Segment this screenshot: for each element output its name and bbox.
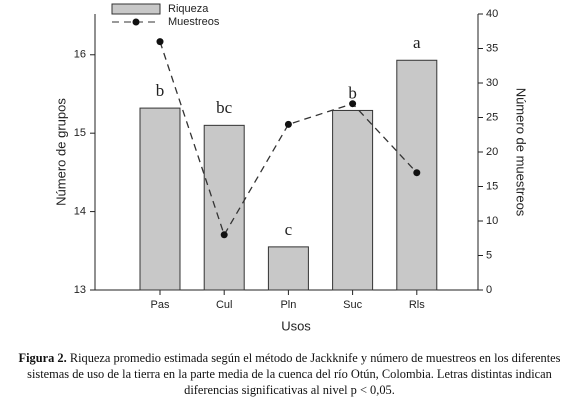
y2-tick-label: 15 (486, 180, 498, 192)
y2-tick-label: 35 (486, 42, 498, 54)
x-tick-label: Suc (343, 299, 362, 311)
x-tick-label: Rls (409, 299, 425, 311)
caption: Figura 2. Riqueza promedio estimada segú… (4, 350, 575, 398)
x-tick-label: Pas (151, 299, 170, 311)
y2-tick-label: 10 (486, 215, 498, 227)
significance-letter: b (348, 83, 357, 102)
y2-tick-label: 0 (486, 284, 492, 296)
x-tick-label: Cul (216, 299, 233, 311)
line-point (220, 231, 228, 239)
y2-axis-label: Número de muestreos (514, 88, 529, 217)
bar (332, 109, 374, 291)
bar (267, 246, 309, 291)
y-axis-label: Número de grupos (53, 98, 68, 206)
line-point (349, 100, 357, 108)
line-point (156, 38, 164, 46)
bar (203, 124, 245, 291)
y2-tick-label: 5 (486, 249, 492, 261)
y-tick-label: 16 (74, 49, 86, 61)
x-axis-label: Usos (281, 318, 311, 333)
significance-letter: bc (216, 98, 233, 117)
significance-letter: a (413, 33, 421, 52)
significance-letter: c (285, 220, 293, 239)
legend-label: Muestreos (168, 16, 220, 28)
y-tick-label: 13 (74, 284, 86, 296)
x-tick-label: Pln (280, 299, 296, 311)
legend-swatch (132, 18, 140, 26)
y2-tick-label: 20 (486, 146, 498, 158)
y2-tick-label: 40 (486, 8, 498, 20)
y2-tick-label: 25 (486, 111, 498, 123)
significance-letter: b (156, 81, 165, 100)
caption-label: Figura 2. (18, 351, 67, 365)
line-point (413, 169, 421, 177)
line-point (284, 120, 292, 128)
y-tick-label: 14 (74, 205, 86, 217)
y-tick-label: 15 (74, 127, 86, 139)
legend-swatch (111, 3, 161, 15)
legend-label: Riqueza (168, 3, 209, 15)
bar (139, 107, 181, 291)
y2-tick-label: 30 (486, 77, 498, 89)
caption-text: Riqueza promedio estimada según el métod… (27, 351, 561, 397)
line (159, 41, 418, 237)
chart: Usos Número de grupos Número de muestreo… (53, 3, 529, 334)
